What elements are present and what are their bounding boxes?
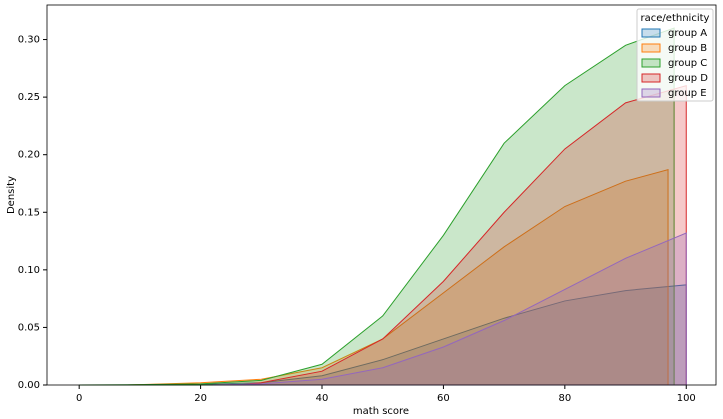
y-tick-label: 0.15 [18, 207, 40, 218]
x-tick-label: 0 [76, 393, 82, 404]
legend-title: race/ethnicity [641, 13, 710, 24]
legend-label: group D [668, 73, 708, 84]
y-tick-label: 0.20 [18, 150, 40, 161]
x-tick-label: 40 [316, 393, 329, 404]
legend-label: group B [668, 43, 707, 54]
y-axis-label: Density [6, 176, 17, 214]
y-tick-label: 0.00 [18, 380, 40, 391]
legend-box [636, 8, 714, 102]
x-tick-label: 60 [437, 393, 450, 404]
plot-frame [46, 4, 717, 386]
legend-swatch [641, 73, 661, 83]
legend-label: group E [668, 88, 707, 99]
legend-swatch [641, 88, 661, 98]
legend-label: group A [668, 28, 707, 39]
y-tick-label: 0.30 [18, 35, 40, 46]
x-tick-label: 100 [677, 393, 696, 404]
legend-swatch [641, 28, 661, 38]
x-axis-label: math score [353, 406, 409, 417]
density-area [236, 84, 687, 386]
density-area [127, 169, 669, 386]
y-tick-label: 0.25 [18, 92, 40, 103]
y-tick-label: 0.05 [18, 322, 40, 333]
legend-label: group C [668, 58, 707, 69]
density-area [212, 232, 687, 386]
x-tick-label: 20 [194, 393, 207, 404]
legend-swatch [641, 58, 661, 68]
legend-swatch [641, 43, 661, 53]
y-tick-label: 0.10 [18, 265, 40, 276]
legend: race/ethnicity group A group B group C group… [636, 8, 714, 102]
x-tick-label: 80 [558, 393, 571, 404]
